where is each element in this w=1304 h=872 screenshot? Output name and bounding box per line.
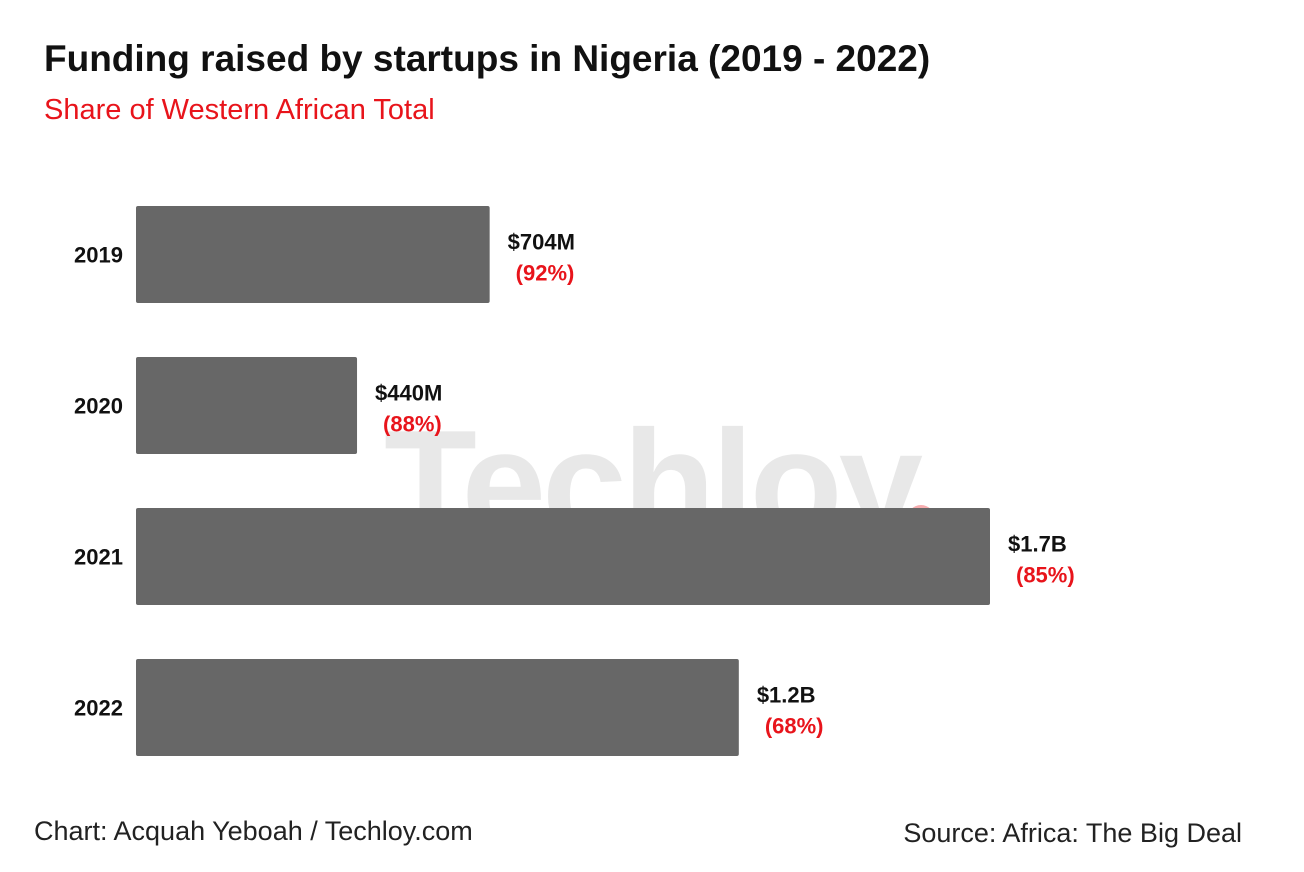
value-label: $440M — [375, 381, 442, 406]
bar — [136, 357, 358, 454]
share-label: (85%) — [1016, 563, 1075, 588]
bar-group: 2021 $1.7B (85%) — [74, 508, 1075, 605]
chart-source: Source: Africa: The Big Deal — [903, 818, 1242, 848]
category-label: 2021 — [74, 545, 123, 570]
category-label: 2020 — [74, 394, 123, 419]
bar-group: 2019 $704M (92%) — [74, 206, 575, 303]
chart-credit: Chart: Acquah Yeboah / Techloy.com — [34, 816, 473, 846]
value-label: $1.2B — [757, 683, 816, 708]
value-label: $704M — [508, 230, 575, 255]
share-label: (88%) — [383, 412, 442, 437]
bar-group: 2020 $440M (88%) — [74, 357, 442, 454]
category-label: 2019 — [74, 243, 123, 268]
share-label: (92%) — [516, 261, 575, 286]
chart-subtitle: Share of Western African Total — [44, 94, 435, 126]
chart-title: Funding raised by startups in Nigeria (2… — [44, 38, 931, 79]
category-label: 2022 — [74, 696, 123, 721]
bar-group: 2022 $1.2B (68%) — [74, 659, 824, 756]
bars-layer: 2019 $704M (92%) 2020 $440M (88%) 2021 $1.7B (85… — [74, 206, 1075, 756]
bar — [136, 206, 490, 303]
bar — [136, 659, 739, 756]
value-label: $1.7B — [1008, 532, 1067, 557]
bar — [136, 508, 990, 605]
share-label: (68%) — [765, 714, 824, 739]
